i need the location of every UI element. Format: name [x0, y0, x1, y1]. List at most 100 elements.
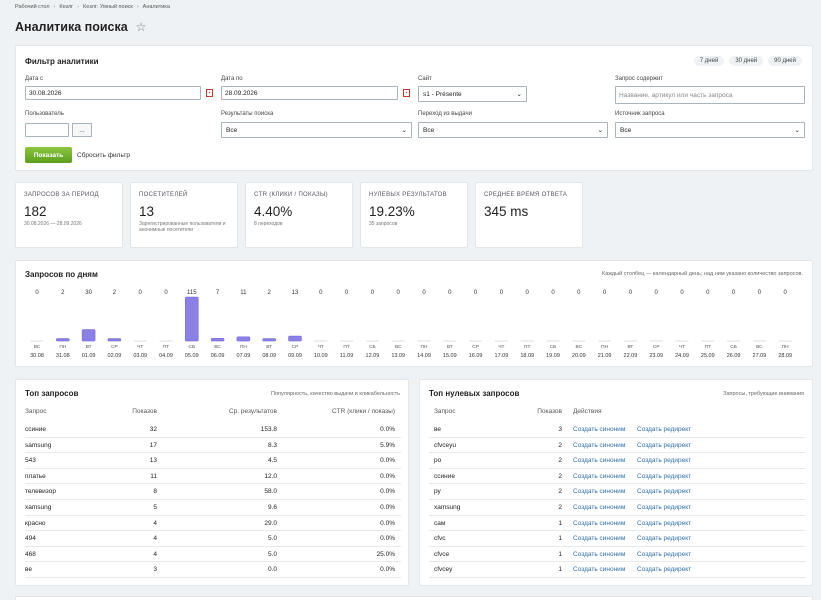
date-label: 03.09: [133, 353, 147, 359]
date-label: 19.09: [546, 353, 560, 359]
calendar-icon[interactable]: ▪: [403, 89, 410, 97]
create-redirect-link[interactable]: Создать редирект: [637, 550, 692, 558]
stat-card-zero-results: НУЛЕВЫХ РЕЗУЛЬТАТОВ 19.23% 35 запросов: [360, 182, 468, 248]
column-header[interactable]: Запрос: [25, 408, 47, 415]
table-cell: ве: [434, 426, 441, 433]
user-input[interactable]: [25, 123, 69, 137]
bar-value-label: 0: [35, 290, 39, 296]
breadcrumb-item[interactable]: Кезлг: [59, 4, 74, 10]
create-synonym-link[interactable]: Создать синоним: [573, 441, 626, 449]
table-row: cfvce 1 Создать синоним Создать редирект: [429, 547, 805, 563]
create-redirect-link[interactable]: Создать редирект: [637, 457, 692, 465]
date-label: 25.09: [701, 353, 715, 359]
column-header[interactable]: Ср. результатов: [228, 408, 277, 415]
stat-subtext: Зарегистрированные пользователи и аноним…: [139, 221, 226, 234]
date-label: 31.08: [56, 353, 70, 359]
table-cell: 12.0: [264, 472, 277, 480]
breadcrumb-item[interactable]: Аналитика: [142, 4, 170, 10]
table-row: ро 2 Создать синоним Создать редирект: [429, 453, 805, 469]
stat-label: CTR (КЛИКИ / ПОКАЗЫ): [254, 192, 328, 198]
user-picker-button[interactable]: ...: [72, 123, 92, 137]
breadcrumb-item[interactable]: Рабочий стол: [15, 4, 50, 10]
create-redirect-link[interactable]: Создать редирект: [637, 519, 692, 527]
bar-value-label: 0: [629, 290, 633, 296]
table-cell: 0.0%: [380, 488, 395, 496]
period-chips: 7 дней 30 дней 90 дней: [693, 56, 802, 66]
zero-queries-title: Топ нулевых запросов: [429, 389, 520, 398]
table-cell: красно: [25, 519, 46, 527]
stat-value: 4.40%: [254, 204, 293, 219]
calendar-icon[interactable]: ▪: [206, 89, 213, 97]
create-redirect-link[interactable]: Создать редирект: [637, 441, 692, 449]
day-of-week-label: ПН: [240, 344, 247, 350]
star-icon[interactable]: ☆: [135, 20, 147, 34]
bar: [262, 338, 276, 342]
table-row: ве 3 Создать синоним Создать редирект: [429, 422, 805, 438]
date-label: 01.09: [82, 353, 96, 359]
table-cell: 0.0: [267, 566, 277, 574]
create-synonym-link[interactable]: Создать синоним: [573, 535, 626, 543]
period-chip-30[interactable]: 30 дней: [729, 56, 764, 66]
column-header[interactable]: Запрос: [434, 408, 456, 415]
date-label: 11.09: [340, 353, 353, 359]
table-row: 543 13 4.5 0.0%: [25, 453, 401, 469]
create-synonym-link[interactable]: Создать синоним: [573, 488, 626, 496]
zero-queries-panel: Топ нулевых запросов Запросы, требующие …: [419, 379, 813, 586]
bar-value-label: 0: [577, 290, 581, 296]
date-from-label: Дата с: [25, 76, 43, 82]
results-select[interactable]: Все ⌄: [221, 122, 412, 138]
date-to-input[interactable]: 28.09.2026: [221, 86, 398, 100]
table-cell: 4: [153, 550, 157, 558]
table-row: сам 1 Создать синоним Создать редирект: [429, 516, 805, 532]
create-redirect-link[interactable]: Создать редирект: [637, 535, 692, 543]
create-redirect-link[interactable]: Создать редирект: [637, 488, 692, 496]
create-synonym-link[interactable]: Создать синоним: [573, 472, 626, 480]
create-redirect-link[interactable]: Создать редирект: [637, 566, 692, 574]
chevron-down-icon: ⌄: [597, 127, 603, 134]
chart-title: Запросов по дням: [25, 270, 98, 279]
reset-filter-link[interactable]: Сбросить фильтр: [77, 152, 130, 159]
transition-select[interactable]: Все ⌄: [418, 122, 608, 138]
period-chip-7[interactable]: 7 дней: [693, 56, 725, 66]
create-synonym-link[interactable]: Создать синоним: [573, 504, 626, 511]
bar-value-label: 0: [680, 290, 684, 296]
transition-label: Переход из выдачи: [418, 111, 472, 117]
table-cell: 153.8: [260, 426, 277, 433]
breadcrumb-separator-icon: ›: [136, 4, 139, 10]
day-of-week-label: ПН: [601, 344, 608, 350]
create-redirect-link[interactable]: Создать редирект: [637, 426, 692, 433]
create-redirect-link[interactable]: Создать редирект: [637, 504, 692, 511]
column-header[interactable]: Действия: [573, 408, 602, 415]
column-header[interactable]: CTR (клики / показы): [331, 408, 395, 415]
period-chip-90[interactable]: 90 дней: [768, 56, 802, 66]
day-of-week-label: ВТ: [447, 344, 453, 350]
date-label: 06.09: [211, 353, 225, 359]
table-cell: ве: [25, 566, 32, 574]
date-from-input[interactable]: 30.08.2026: [25, 86, 201, 100]
day-of-week-label: СР: [292, 344, 299, 350]
filter-title: Фильтр аналитики: [25, 57, 99, 66]
table-cell: телевизор: [25, 488, 56, 496]
table-cell: 17: [149, 441, 157, 449]
date-label: 13.09: [391, 353, 405, 359]
show-button[interactable]: Показать: [25, 147, 72, 163]
column-header[interactable]: Показов: [537, 408, 562, 415]
create-synonym-link[interactable]: Создать синоним: [573, 550, 626, 558]
create-synonym-link[interactable]: Создать синоним: [573, 426, 626, 433]
date-label: 21.09: [598, 353, 612, 359]
stat-value: 345 ms: [484, 204, 529, 219]
bar-value-label: 0: [422, 290, 426, 296]
create-synonym-link[interactable]: Создать синоним: [573, 566, 626, 574]
day-of-week-label: СР: [111, 344, 118, 350]
site-select[interactable]: s1 - Présente ⌄: [418, 86, 527, 102]
source-select[interactable]: Все ⌄: [615, 122, 805, 138]
day-of-week-label: ЧТ: [498, 344, 504, 350]
breadcrumb-item[interactable]: Кезлг: Умный поиск: [83, 4, 133, 10]
next-panel-edge: [15, 596, 813, 600]
create-synonym-link[interactable]: Создать синоним: [573, 457, 626, 465]
create-redirect-link[interactable]: Создать редирект: [637, 472, 692, 480]
column-header[interactable]: Показов: [132, 408, 157, 415]
bar: [81, 329, 96, 342]
create-synonym-link[interactable]: Создать синоним: [573, 519, 626, 527]
query-input[interactable]: Название, артикул или часть запроса: [615, 86, 805, 104]
